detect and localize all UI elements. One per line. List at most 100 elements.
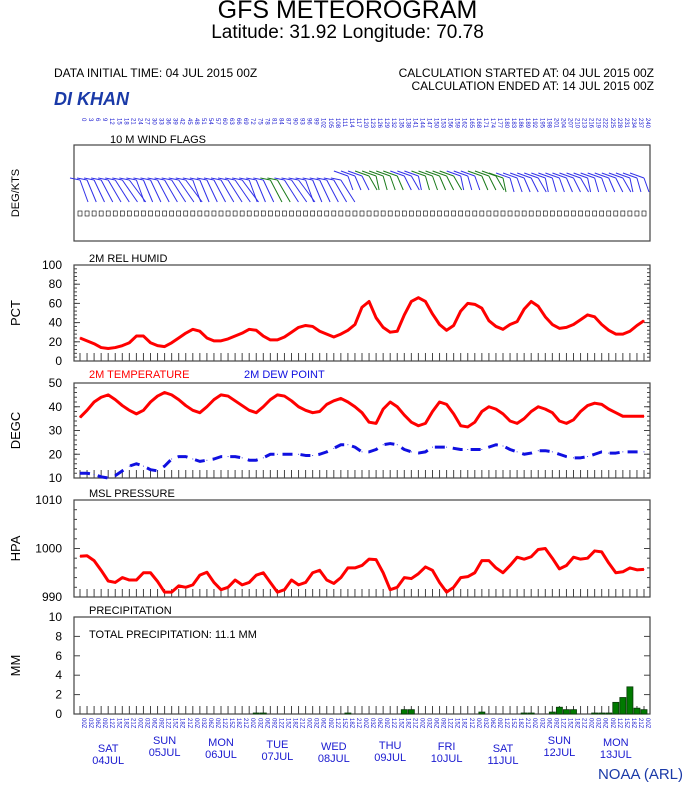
panel-title: 2M REL HUMID — [89, 253, 167, 265]
data-point — [220, 456, 222, 458]
hour-label: 18Z — [574, 718, 580, 729]
wind-speed-glyph — [535, 210, 541, 217]
wind-barb-flag — [140, 177, 151, 181]
wind-speed-glyph — [303, 210, 308, 217]
data-point — [150, 572, 151, 574]
data-point — [305, 454, 307, 456]
y-tick-label: 10 — [49, 471, 63, 485]
data-point — [565, 326, 567, 328]
hour-label: 18Z — [122, 718, 128, 729]
wind-barb-flag — [397, 170, 412, 177]
data-point — [601, 403, 603, 405]
precip-bar — [633, 707, 641, 715]
wind-barb-staff — [100, 179, 114, 203]
wind-barb-flag — [580, 172, 595, 179]
data-point — [164, 392, 166, 393]
forecast-hour-label: 18 — [122, 118, 128, 125]
data-point — [587, 405, 589, 407]
data-point — [544, 450, 546, 452]
wind-barb-staff — [347, 175, 354, 191]
y-tick-label: 40 — [49, 316, 63, 330]
data-point — [594, 453, 596, 455]
data-point — [164, 591, 166, 593]
data-point — [481, 449, 483, 450]
hour-label: 18Z — [517, 718, 523, 729]
data-point — [305, 581, 307, 583]
wind-barb-staff — [629, 177, 634, 193]
data-point — [453, 447, 455, 449]
data-point — [333, 582, 335, 584]
hour-label: 03Z — [369, 718, 375, 729]
wind-barb-staff — [284, 179, 299, 203]
y-tick-label: 2 — [55, 688, 62, 702]
data-point — [326, 403, 328, 405]
wind-barb-flag — [531, 172, 546, 179]
wind-barb-staff — [340, 179, 356, 203]
forecast-hour-label: 150 — [433, 118, 439, 129]
forecast-hour-label: 45 — [186, 118, 192, 125]
data-point — [495, 567, 497, 569]
data-point — [340, 444, 342, 446]
data-point — [192, 409, 194, 411]
forecast-hour-label: 102 — [320, 118, 326, 129]
data-point — [410, 421, 412, 423]
data-point — [537, 305, 539, 307]
data-point — [121, 577, 123, 579]
forecast-hour-label: 234 — [630, 118, 636, 129]
wind-barb-staff — [530, 177, 539, 193]
data-point — [495, 408, 497, 410]
wind-barb-flag — [376, 170, 391, 177]
wind-barb-flag — [622, 172, 638, 179]
series-line--m-rel-humid — [79, 296, 645, 351]
series-line--m-temperature — [78, 391, 644, 429]
data-point — [333, 400, 335, 402]
wind-barb-staff — [368, 175, 378, 191]
hour-label: 21Z — [637, 718, 643, 729]
data-point — [312, 325, 314, 327]
data-point — [114, 399, 116, 401]
wind-barb-staff — [516, 177, 523, 193]
data-point — [453, 586, 455, 588]
data-point — [509, 564, 511, 566]
data-point — [220, 340, 222, 342]
data-point — [227, 395, 229, 397]
wind-barb-flag — [383, 170, 398, 177]
wind-barb-flag — [182, 177, 193, 181]
hour-label: 15Z — [397, 718, 403, 729]
data-point — [396, 444, 398, 446]
hour-label: 06Z — [263, 718, 269, 729]
day-of-week-label: MON — [603, 737, 629, 749]
hour-label: 00Z — [306, 718, 312, 729]
forecast-hour-label: 192 — [531, 118, 537, 129]
precip-bar — [344, 712, 352, 715]
wind-barb-flag — [368, 170, 384, 177]
data-point — [403, 314, 405, 316]
data-point — [424, 300, 426, 302]
day-of-week-label: SAT — [493, 743, 514, 755]
data-point — [622, 415, 624, 417]
data-point — [439, 324, 441, 326]
wind-barb-flag — [91, 177, 102, 181]
wind-barb-staff — [171, 179, 187, 203]
day-of-week-label: MON — [208, 737, 234, 749]
wind-speed-glyph — [514, 210, 520, 217]
wind-speed-glyph — [218, 210, 224, 217]
wind-barb-staff — [382, 175, 388, 191]
hour-label: 12Z — [447, 718, 453, 729]
chart-subtitle: Latitude: 31.92 Longitude: 70.78 — [211, 22, 484, 43]
y-tick-label: 20 — [49, 335, 63, 349]
data-point — [241, 457, 243, 459]
data-point — [594, 316, 596, 318]
data-point — [389, 401, 391, 403]
forecast-hour-label: 237 — [637, 118, 643, 129]
wind-barb-staff — [291, 179, 308, 203]
hour-label: 09Z — [158, 718, 164, 729]
forecast-hour-label: 174 — [489, 118, 495, 129]
data-point — [164, 465, 166, 467]
forecast-hour-label: 180 — [503, 118, 509, 129]
data-point — [573, 556, 574, 558]
data-point — [396, 586, 398, 588]
forecast-hour-label: 126 — [376, 118, 382, 129]
forecast-hour-label: 105 — [327, 118, 333, 129]
data-point — [587, 557, 589, 559]
